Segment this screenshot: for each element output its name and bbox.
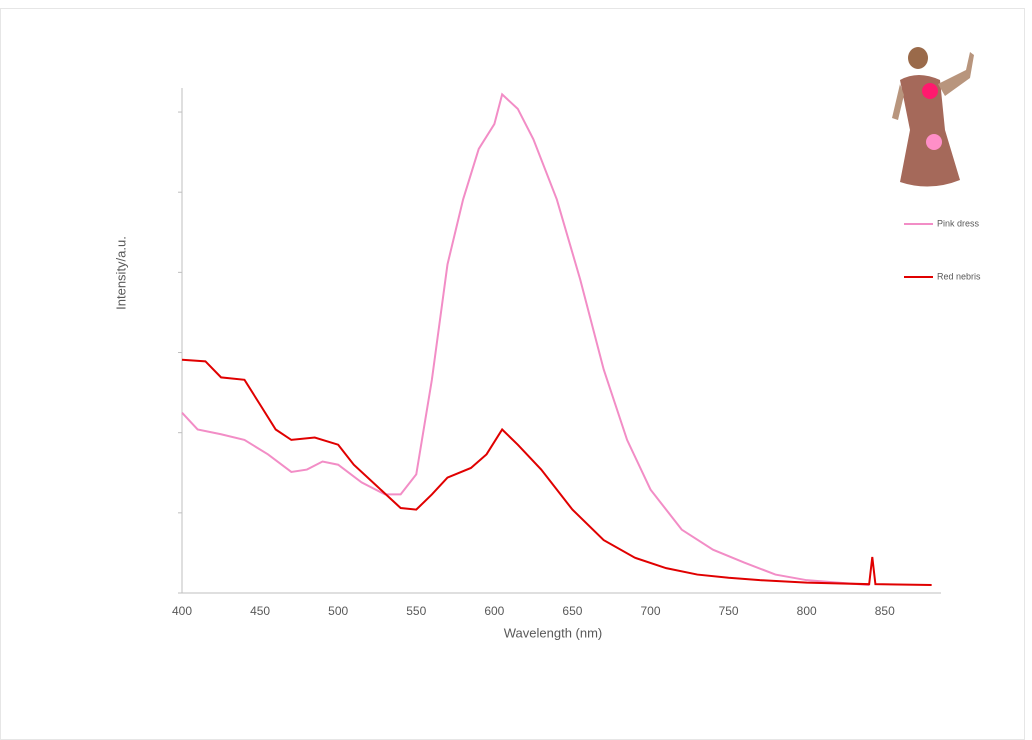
x-axis-label: Wavelength (nm) — [504, 625, 603, 640]
x-tick-label: 550 — [406, 604, 426, 618]
x-tick-label: 600 — [484, 604, 504, 618]
x-tick-label: 850 — [875, 604, 895, 618]
x-tick-label: 650 — [562, 604, 582, 618]
x-tick-label: 750 — [719, 604, 739, 618]
statue-picture — [892, 47, 974, 187]
x-tick-label: 450 — [250, 604, 270, 618]
legend-label: Red nebris — [937, 271, 981, 281]
x-tick-label: 500 — [328, 604, 348, 618]
y-axis-label: Intensity/a.u. — [113, 236, 128, 310]
frame — [0, 8, 1025, 740]
x-tick-label: 400 — [172, 604, 192, 618]
x-tick-label: 800 — [797, 604, 817, 618]
x-tick-label: 700 — [641, 604, 661, 618]
line-series — [181, 92, 870, 586]
legend-label: Pink dress — [937, 218, 980, 228]
line-series — [181, 358, 932, 586]
